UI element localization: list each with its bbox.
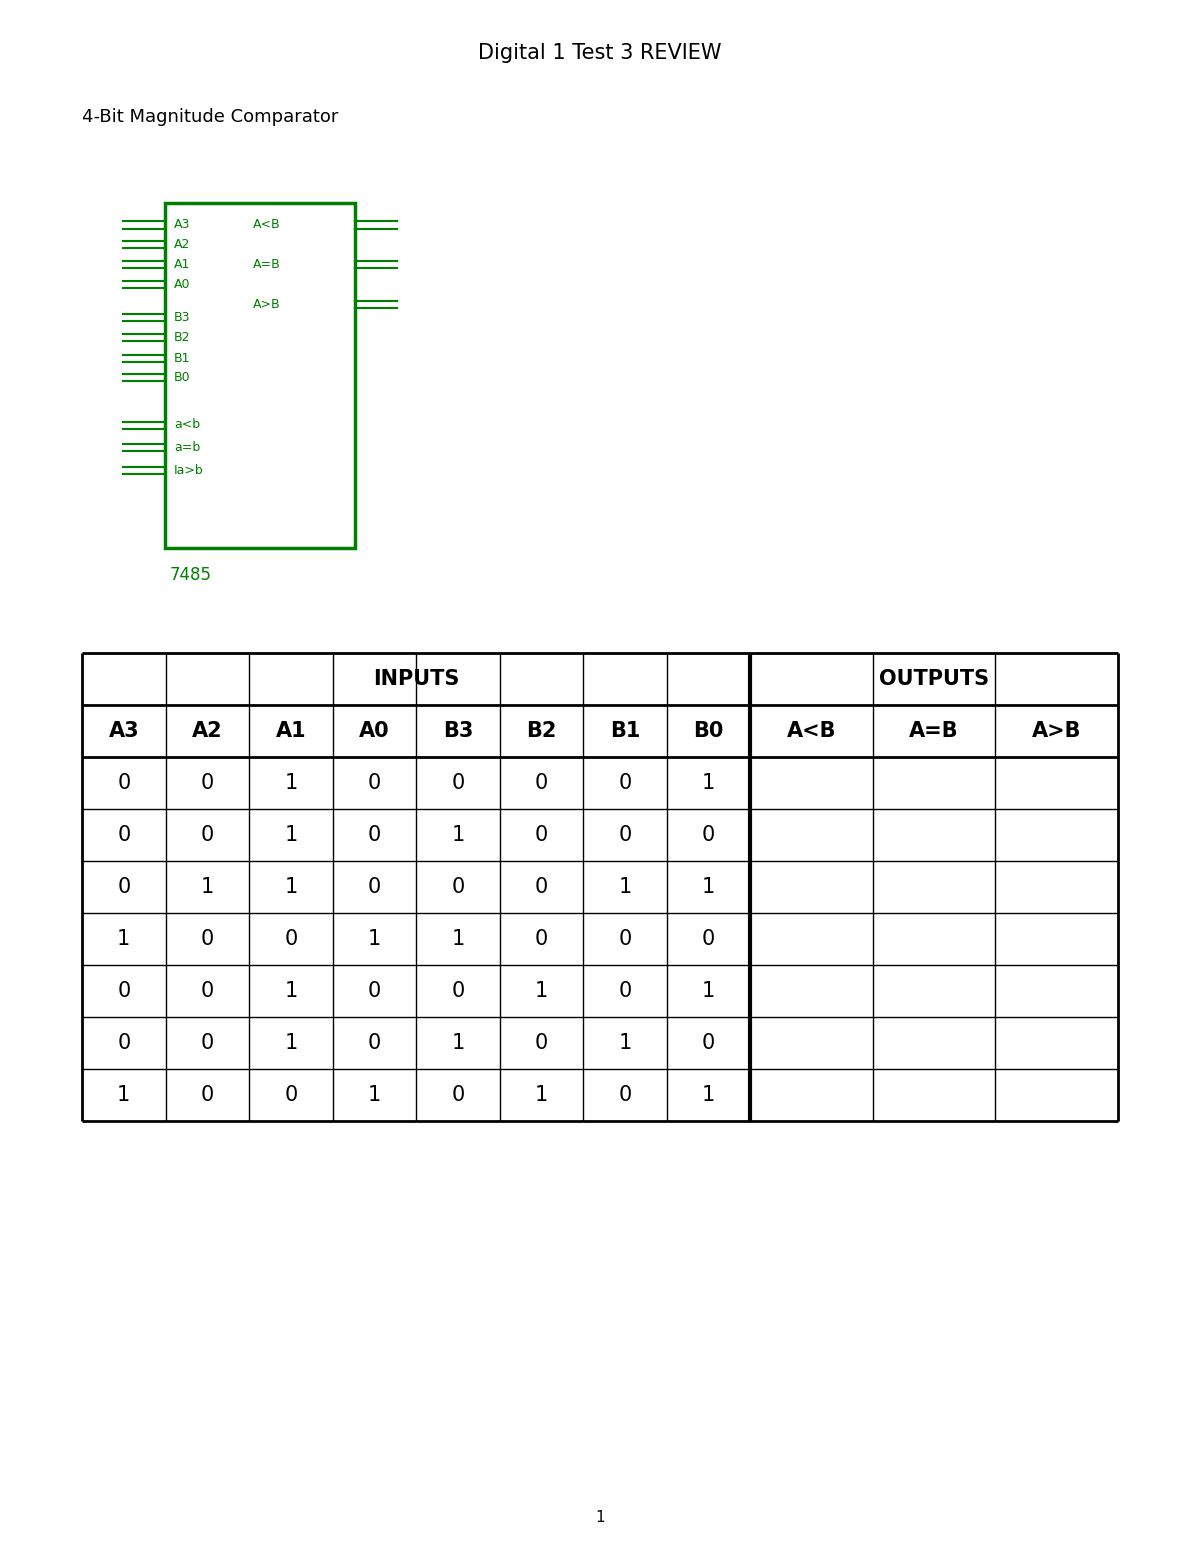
Text: B1: B1: [174, 351, 191, 365]
Bar: [166, 203, 355, 548]
Text: 0: 0: [200, 1086, 214, 1106]
Text: 0: 0: [451, 773, 464, 794]
Text: 1: 1: [702, 981, 715, 1002]
Text: 0: 0: [118, 825, 131, 845]
Text: 0: 0: [702, 929, 715, 949]
Text: 1: 1: [284, 981, 298, 1002]
Text: 1: 1: [284, 825, 298, 845]
Text: B2: B2: [174, 331, 191, 345]
Text: 0: 0: [200, 773, 214, 794]
Text: 1: 1: [702, 773, 715, 794]
Text: INPUTS: INPUTS: [373, 669, 460, 690]
Text: B0: B0: [174, 371, 191, 385]
Text: 0: 0: [200, 1033, 214, 1053]
Text: 1: 1: [367, 1086, 380, 1106]
Text: 1: 1: [595, 1511, 605, 1525]
Text: 1: 1: [702, 1086, 715, 1106]
Text: 1: 1: [284, 1033, 298, 1053]
Text: 1: 1: [367, 929, 380, 949]
Text: A<B: A<B: [253, 219, 281, 231]
Text: 1: 1: [451, 1033, 464, 1053]
Text: 0: 0: [618, 981, 631, 1002]
Text: 1: 1: [451, 929, 464, 949]
Text: 1: 1: [535, 1086, 548, 1106]
Text: 1: 1: [284, 877, 298, 898]
Text: A0: A0: [359, 721, 390, 741]
Text: A3: A3: [174, 219, 191, 231]
Text: Digital 1 Test 3 REVIEW: Digital 1 Test 3 REVIEW: [479, 43, 721, 64]
Text: B2: B2: [527, 721, 557, 741]
Text: 0: 0: [284, 1086, 298, 1106]
Text: 0: 0: [451, 981, 464, 1002]
Text: 0: 0: [367, 825, 380, 845]
Text: a=b: a=b: [174, 441, 200, 455]
Text: 0: 0: [535, 877, 548, 898]
Text: 0: 0: [702, 825, 715, 845]
Text: A2: A2: [192, 721, 223, 741]
Text: 1: 1: [702, 877, 715, 898]
Text: A2: A2: [174, 239, 191, 252]
Text: 1: 1: [200, 877, 214, 898]
Text: 7485: 7485: [170, 565, 212, 584]
Text: 0: 0: [200, 929, 214, 949]
Text: 1: 1: [451, 825, 464, 845]
Text: 1: 1: [118, 929, 131, 949]
Text: A3: A3: [108, 721, 139, 741]
Text: 0: 0: [118, 877, 131, 898]
Text: A1: A1: [276, 721, 306, 741]
Text: 0: 0: [200, 825, 214, 845]
Text: 0: 0: [618, 825, 631, 845]
Text: A>B: A>B: [1032, 721, 1081, 741]
Text: 1: 1: [535, 981, 548, 1002]
Text: 1: 1: [284, 773, 298, 794]
Text: A<B: A<B: [787, 721, 836, 741]
Text: 0: 0: [118, 981, 131, 1002]
Text: A>B: A>B: [253, 298, 281, 312]
Text: a<b: a<b: [174, 418, 200, 432]
Text: 0: 0: [618, 773, 631, 794]
Text: 0: 0: [367, 773, 380, 794]
Text: 0: 0: [367, 1033, 380, 1053]
Text: 1: 1: [118, 1086, 131, 1106]
Text: 0: 0: [535, 929, 548, 949]
Text: 0: 0: [367, 981, 380, 1002]
Text: 0: 0: [200, 981, 214, 1002]
Text: OUTPUTS: OUTPUTS: [880, 669, 989, 690]
Text: 0: 0: [367, 877, 380, 898]
Text: 0: 0: [702, 1033, 715, 1053]
Text: 0: 0: [535, 773, 548, 794]
Text: 0: 0: [451, 1086, 464, 1106]
Text: 1: 1: [618, 1033, 631, 1053]
Text: 0: 0: [451, 877, 464, 898]
Text: A=B: A=B: [910, 721, 959, 741]
Text: 0: 0: [618, 929, 631, 949]
Text: 4-Bit Magnitude Comparator: 4-Bit Magnitude Comparator: [82, 109, 338, 126]
Text: B1: B1: [610, 721, 640, 741]
Text: B3: B3: [443, 721, 473, 741]
Text: 0: 0: [284, 929, 298, 949]
Text: A0: A0: [174, 278, 191, 292]
Text: 0: 0: [118, 773, 131, 794]
Text: 0: 0: [118, 1033, 131, 1053]
Text: A=B: A=B: [253, 258, 281, 272]
Text: Ia>b: Ia>b: [174, 464, 204, 477]
Text: 0: 0: [618, 1086, 631, 1106]
Text: 1: 1: [618, 877, 631, 898]
Text: B3: B3: [174, 312, 191, 325]
Text: 0: 0: [535, 1033, 548, 1053]
Text: 0: 0: [535, 825, 548, 845]
Text: A1: A1: [174, 258, 191, 272]
Text: B0: B0: [694, 721, 724, 741]
